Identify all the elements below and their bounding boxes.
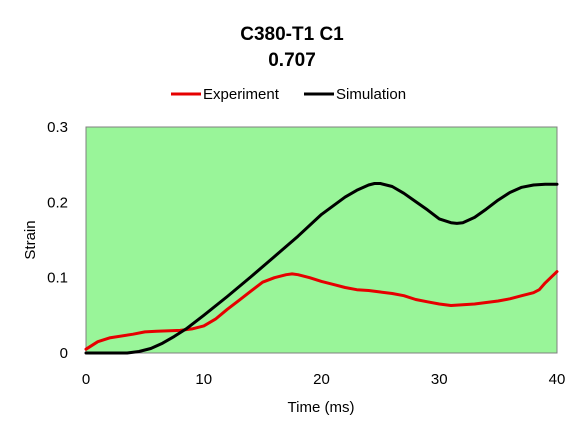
legend-label-simulation: Simulation (336, 86, 406, 103)
y-axis-ticks: 0 0.1 0.2 0.3 (47, 119, 68, 362)
y-tick-label: 0.1 (47, 270, 68, 287)
plot-area (85, 126, 558, 354)
y-tick-label: 0.2 (47, 194, 68, 211)
legend: Experiment Simulation (171, 86, 406, 103)
y-axis-label: Strain (22, 220, 39, 259)
x-tick-label: 30 (431, 371, 448, 388)
legend-label-experiment: Experiment (203, 86, 280, 103)
chart-title: C380-T1 C1 (240, 24, 344, 45)
x-tick-label: 40 (549, 371, 566, 388)
x-axis-ticks: 0 10 20 30 40 (82, 371, 566, 388)
x-axis-label: Time (ms) (288, 399, 355, 416)
series-layer (84, 182, 559, 355)
x-tick-label: 0 (82, 371, 90, 388)
x-tick-label: 10 (195, 371, 212, 388)
y-tick-label: 0.3 (47, 119, 68, 136)
series-line-simulation (84, 182, 559, 355)
series-line-experiment (84, 270, 559, 351)
x-tick-label: 20 (313, 371, 330, 388)
y-tick-label: 0 (60, 345, 68, 362)
chart-subtitle: 0.707 (268, 50, 316, 71)
